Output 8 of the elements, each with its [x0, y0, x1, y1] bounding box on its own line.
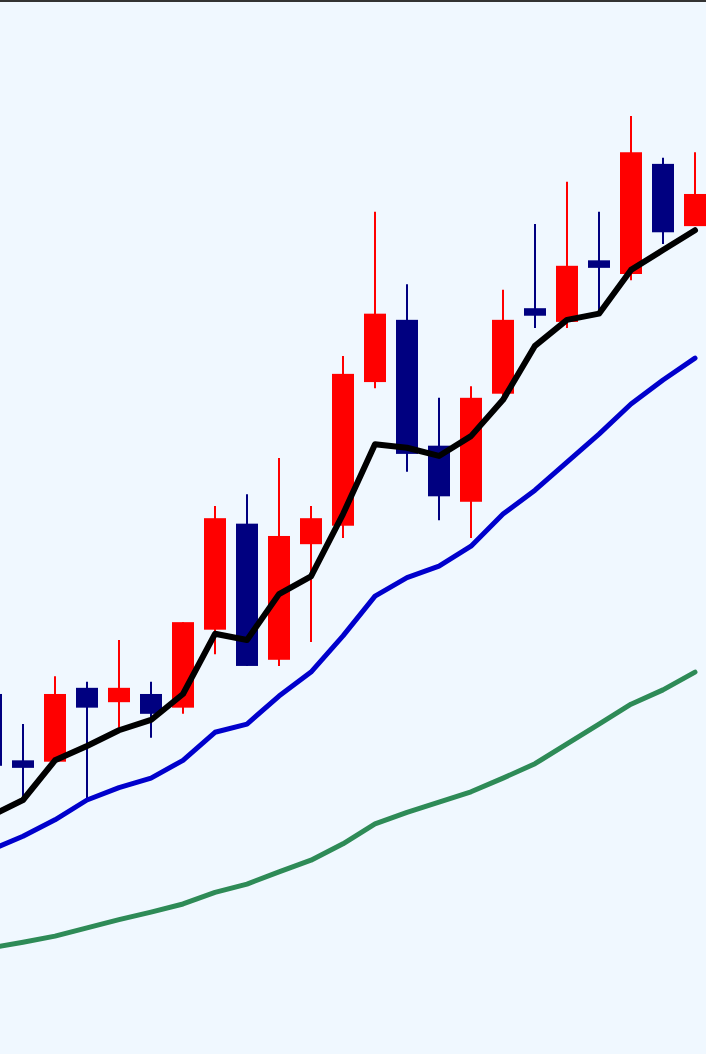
candlestick [300, 504, 322, 643]
candlestick [12, 723, 34, 801]
candlestick [684, 151, 706, 228]
candlestick [524, 223, 546, 330]
candlestick [588, 210, 610, 315]
candlestick [140, 680, 162, 739]
candlestick [76, 680, 98, 799]
candlestick [108, 638, 130, 732]
